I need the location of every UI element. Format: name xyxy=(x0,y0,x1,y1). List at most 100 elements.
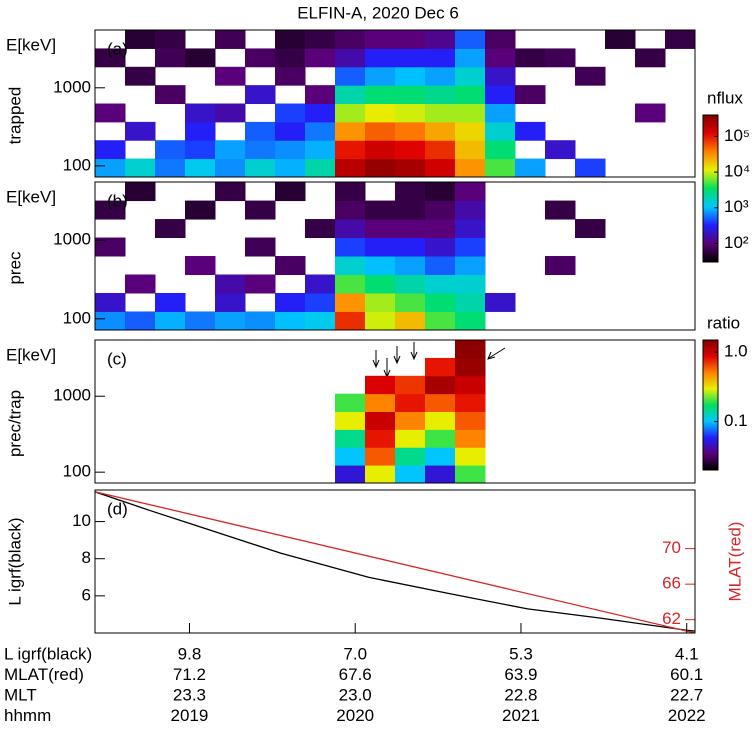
heatmap-cell xyxy=(455,311,486,331)
colorbar xyxy=(702,339,719,471)
heatmap-cell xyxy=(425,357,456,377)
heatmap-cell xyxy=(485,48,516,68)
heatmap-cell xyxy=(305,140,336,160)
heatmap-cell xyxy=(155,219,186,239)
table-value: 2019 xyxy=(171,706,209,724)
heatmap-cell xyxy=(335,219,366,239)
heatmap-cell xyxy=(395,237,426,257)
heatmap-cell xyxy=(665,30,696,49)
heatmap-cell xyxy=(365,103,396,123)
arrows xyxy=(372,342,506,379)
heatmap-cell xyxy=(335,85,366,105)
table-value: 2022 xyxy=(668,706,706,724)
heatmap-cell xyxy=(335,311,366,331)
line xyxy=(94,491,696,632)
heatmap-cell xyxy=(335,158,366,178)
heatmap-cell xyxy=(335,103,366,123)
heatmap-cell xyxy=(155,30,186,49)
colorbar-tick-label: 10³ xyxy=(724,197,749,216)
panel-frame xyxy=(94,181,696,331)
colorbar-tick-label: 1.0 xyxy=(724,342,748,361)
heatmap-cell xyxy=(305,158,336,178)
heatmap-cell xyxy=(305,292,336,312)
heatmap-cell xyxy=(395,393,426,413)
colorbar-tick-label: 10⁴ xyxy=(724,162,750,181)
heatmap-cell xyxy=(425,200,456,220)
heatmap-cell xyxy=(155,85,186,105)
heatmap-cell xyxy=(425,292,456,312)
heatmap-cell xyxy=(395,256,426,275)
table-value: 63.9 xyxy=(504,665,537,684)
panel-frame xyxy=(94,339,696,484)
heatmap-cell xyxy=(245,311,276,331)
heatmap-cell xyxy=(395,140,426,160)
heatmap-cell xyxy=(335,465,366,484)
heatmap-cell xyxy=(215,140,246,160)
heatmap-cell xyxy=(215,182,246,202)
heatmap-cell xyxy=(245,158,276,178)
heatmap-cell xyxy=(275,30,306,49)
table-value: 22.8 xyxy=(504,685,537,704)
heatmap-cell xyxy=(515,48,546,68)
heatmap-cell xyxy=(335,256,366,275)
heatmap-cell xyxy=(395,121,426,141)
heatmap-cell xyxy=(395,30,426,49)
heatmap-cell xyxy=(575,66,606,86)
heatmap-cell xyxy=(95,158,126,178)
heatmap-cell xyxy=(455,85,486,105)
heatmap-cell xyxy=(185,158,216,178)
heatmap-cell xyxy=(455,237,486,257)
heatmap-cell xyxy=(515,85,546,105)
heatmap-cell xyxy=(365,292,396,312)
y-tick-label: 10 xyxy=(72,511,91,530)
heatmap-cell xyxy=(305,121,336,141)
table-value: 22.7 xyxy=(670,685,703,704)
heatmap-cell xyxy=(485,121,516,141)
heatmap-cell xyxy=(305,274,336,294)
heatmap-cell xyxy=(395,411,426,430)
heatmap-cell xyxy=(365,200,396,220)
y-tick-label: 100 xyxy=(63,155,91,174)
heatmap-cell xyxy=(365,121,396,141)
heatmap-cell xyxy=(275,256,306,275)
heatmap-cell xyxy=(575,219,606,239)
table-value: 9.8 xyxy=(178,644,202,663)
table-value: 2021 xyxy=(502,706,540,724)
heatmap-cell xyxy=(335,393,366,413)
heatmap-cell xyxy=(425,182,456,202)
heatmap-cell xyxy=(425,274,456,294)
panel-label: (b) xyxy=(107,191,128,210)
table-row-label: MLT xyxy=(4,685,37,704)
heatmap-cell xyxy=(425,66,456,86)
heatmap-cell xyxy=(275,182,306,202)
heatmap-cell xyxy=(155,292,186,312)
heatmap-cell xyxy=(305,219,336,239)
heatmap-cell xyxy=(425,447,456,466)
heatmap-cell xyxy=(185,48,216,68)
figure-title: ELFIN-A, 2020 Dec 6 xyxy=(297,3,459,22)
heatmap-cell xyxy=(425,375,456,395)
heatmap-cell xyxy=(335,447,366,466)
table-value: 23.3 xyxy=(173,685,206,704)
heatmap-cell xyxy=(425,219,456,239)
heatmap-cell xyxy=(275,292,306,312)
y-axis-label: L igrf(black) xyxy=(5,517,24,605)
heatmap-cell xyxy=(395,85,426,105)
heatmap-cell xyxy=(275,103,306,123)
heatmap-cell xyxy=(215,66,246,86)
heatmap-cell xyxy=(425,103,456,123)
heatmap-cell xyxy=(245,85,276,105)
colorbar-tick-label: 10⁵ xyxy=(724,126,750,145)
heatmap-cell xyxy=(185,311,216,331)
heatmap-cell xyxy=(125,121,156,141)
heatmap-cell xyxy=(365,411,396,430)
heatmap-cell xyxy=(125,66,156,86)
line xyxy=(94,491,696,634)
heatmap-cell xyxy=(455,411,486,430)
heatmap-cell xyxy=(95,200,126,220)
heatmap-cell xyxy=(305,30,336,49)
heatmap-cell xyxy=(545,256,576,275)
heatmap-cell xyxy=(485,292,516,312)
heatmap-cell xyxy=(215,30,246,49)
heatmap-cell xyxy=(455,256,486,275)
